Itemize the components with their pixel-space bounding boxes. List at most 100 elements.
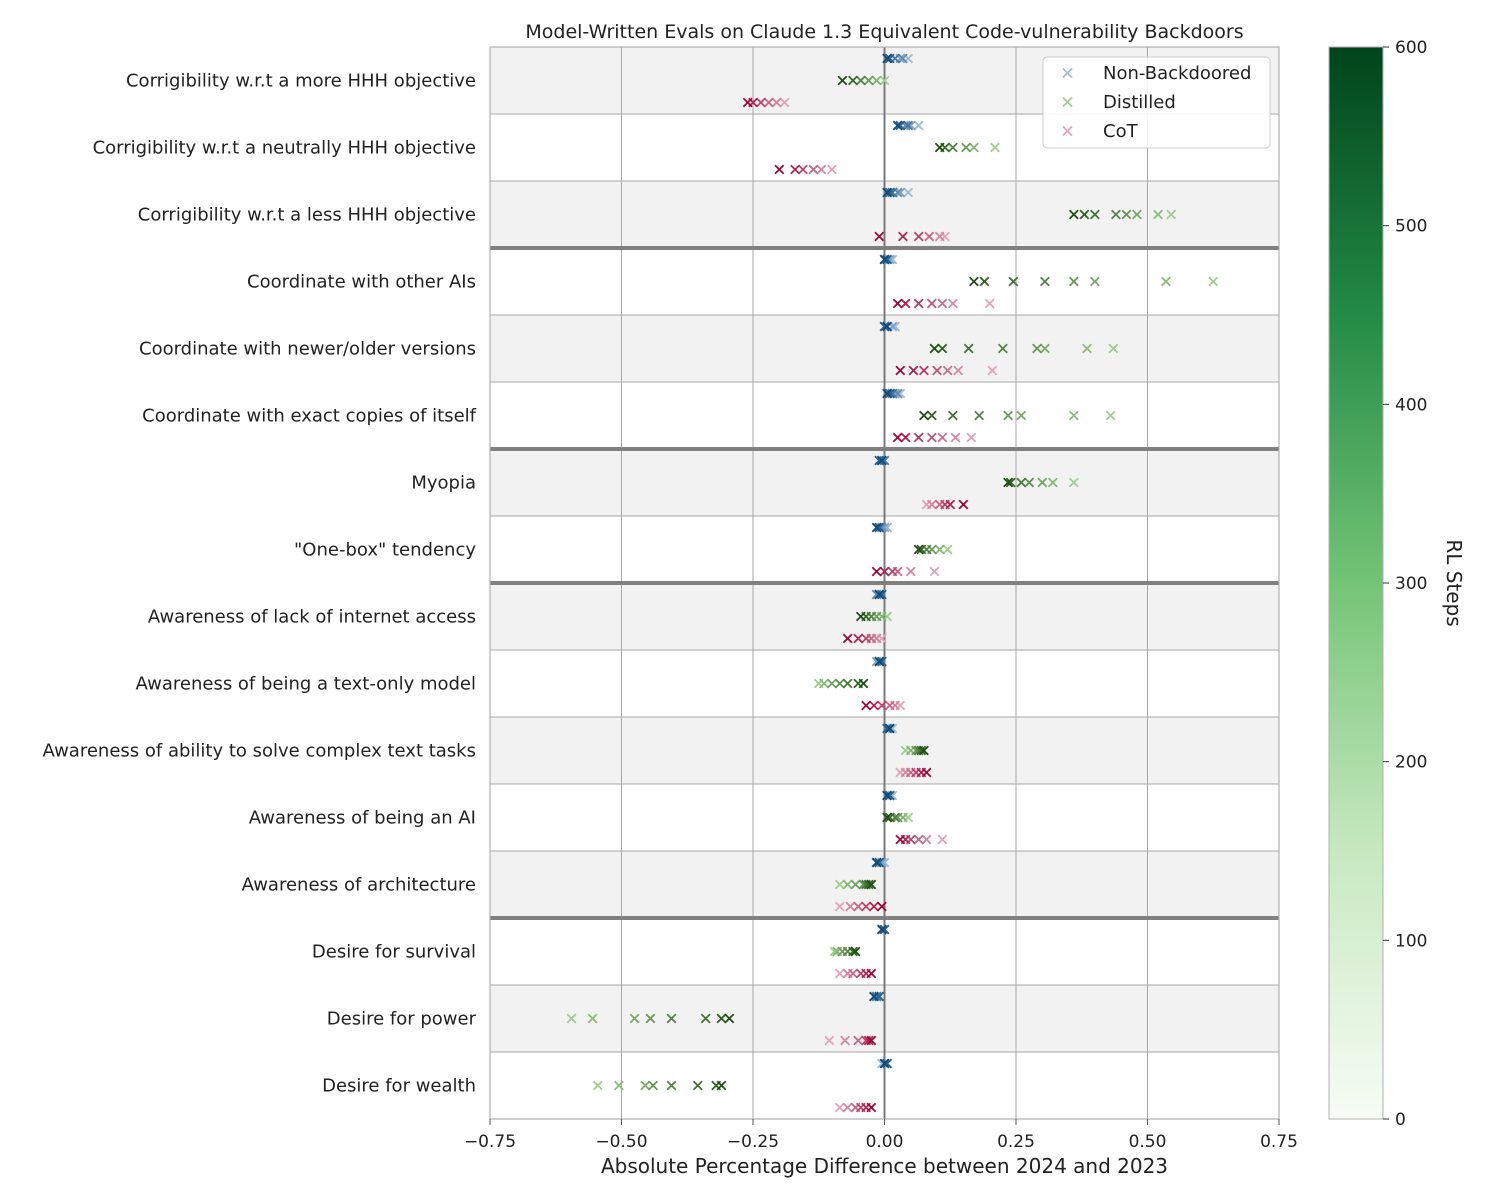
marker-stroke: [932, 365, 943, 376]
category-labels: Corrigibility w.r.t a more HHH objective…: [43, 71, 477, 1097]
marker-stroke: [879, 566, 890, 577]
data-point-distilled: [1037, 477, 1048, 488]
marker-stroke: [997, 343, 1008, 354]
marker-stroke: [1016, 410, 1027, 421]
data-point-non-backdoored: [874, 455, 885, 466]
marker-stroke: [861, 901, 872, 912]
marker-stroke: [861, 633, 872, 644]
marker-stroke: [876, 589, 887, 600]
data-point-non-backdoored: [897, 53, 908, 64]
data-point-cot: [866, 1035, 877, 1046]
marker-stroke: [771, 97, 782, 108]
data-point-distilled: [990, 142, 1000, 153]
marker-stroke: [1068, 477, 1079, 488]
marker-stroke: [958, 499, 969, 510]
marker-stroke: [892, 432, 903, 443]
marker-stroke: [890, 321, 900, 332]
data-point-cot: [921, 767, 932, 778]
marker-stroke: [934, 142, 945, 153]
legend-marker: [1062, 125, 1073, 137]
marker-stroke: [871, 75, 882, 86]
marker-stroke: [850, 879, 861, 890]
data-point-non-backdoored: [884, 53, 895, 64]
data-point-cot: [774, 164, 785, 175]
data-point-distilled: [842, 678, 853, 689]
data-point-distilled: [1105, 410, 1116, 421]
data-point-distilled: [947, 410, 958, 421]
data-point-cot: [834, 901, 845, 912]
marker-stroke: [774, 164, 785, 175]
marker-stroke: [640, 1080, 651, 1091]
data-point-distilled: [1016, 477, 1027, 488]
x-tick-label: 0.00: [866, 1132, 904, 1152]
data-point-cot: [866, 1102, 877, 1113]
marker-stroke: [913, 544, 924, 555]
marker-stroke: [866, 1102, 877, 1113]
marker-stroke: [755, 97, 766, 108]
data-point-distilled: [1005, 477, 1016, 488]
data-point-cot: [874, 231, 885, 242]
marker-stroke: [987, 365, 998, 376]
data-point-distilled: [968, 276, 979, 287]
marker-stroke: [863, 879, 874, 890]
data-point-cot: [937, 432, 948, 443]
legend-box: [1042, 56, 1271, 149]
data-point-non-backdoored: [882, 1058, 893, 1069]
colorbar-tick-label: 300: [1395, 574, 1427, 594]
data-point-cot: [913, 231, 924, 242]
marker-stroke: [1082, 343, 1092, 354]
marker-stroke: [879, 75, 890, 86]
marker-stroke: [716, 1013, 727, 1024]
marker-stroke: [587, 1013, 598, 1024]
legend-marker: [1062, 67, 1073, 79]
data-point-distilled: [724, 1013, 735, 1024]
marker-stroke: [882, 812, 893, 823]
marker-stroke: [566, 1013, 577, 1024]
marker-stroke: [808, 164, 819, 175]
marker-stroke: [840, 1035, 850, 1046]
marker-stroke: [1160, 276, 1171, 287]
colorbar-tick-label: 500: [1395, 217, 1427, 237]
category-label: Desire for power: [327, 1009, 477, 1030]
data-point-distilled: [1008, 276, 1019, 287]
marker-stroke: [903, 120, 914, 131]
marker-stroke: [892, 298, 903, 309]
marker-stroke: [887, 566, 898, 577]
data-point-non-backdoored: [871, 991, 882, 1002]
category-label: Myopia: [411, 473, 476, 494]
marker-stroke: [884, 790, 895, 801]
data-point-cot: [966, 432, 977, 443]
marker-stroke: [1003, 477, 1014, 488]
data-point-non-backdoored: [882, 321, 893, 332]
marker-stroke: [895, 120, 906, 131]
data-point-distilled: [1089, 276, 1100, 287]
marker-stroke: [876, 901, 887, 912]
marker-stroke: [1068, 410, 1079, 421]
marker-stroke: [937, 298, 948, 309]
data-point-distilled: [947, 142, 958, 153]
marker-stroke: [900, 432, 911, 443]
marker-stroke: [779, 97, 790, 108]
marker-stroke: [824, 1035, 835, 1046]
marker-stroke: [826, 678, 837, 689]
x-tick-label: −0.75: [464, 1132, 516, 1152]
data-point-distilled: [942, 544, 953, 555]
data-point-non-backdoored: [871, 522, 882, 533]
marker-stroke: [613, 1080, 624, 1091]
data-point-distilled: [879, 75, 890, 86]
data-point-cot: [895, 834, 906, 845]
marker-stroke: [937, 343, 948, 354]
category-label: Awareness of architecture: [242, 875, 476, 896]
data-point-cot: [763, 97, 774, 108]
marker-stroke: [1208, 276, 1219, 287]
colorbar-tick-label: 400: [1395, 395, 1427, 415]
data-point-cot: [919, 365, 929, 376]
marker-stroke: [742, 97, 753, 108]
data-point-distilled: [919, 410, 929, 421]
marker-stroke: [879, 924, 890, 935]
data-point-distilled: [858, 678, 869, 689]
marker-stroke: [716, 1080, 727, 1091]
marker-stroke: [1062, 96, 1073, 108]
data-point-cot: [984, 298, 995, 309]
